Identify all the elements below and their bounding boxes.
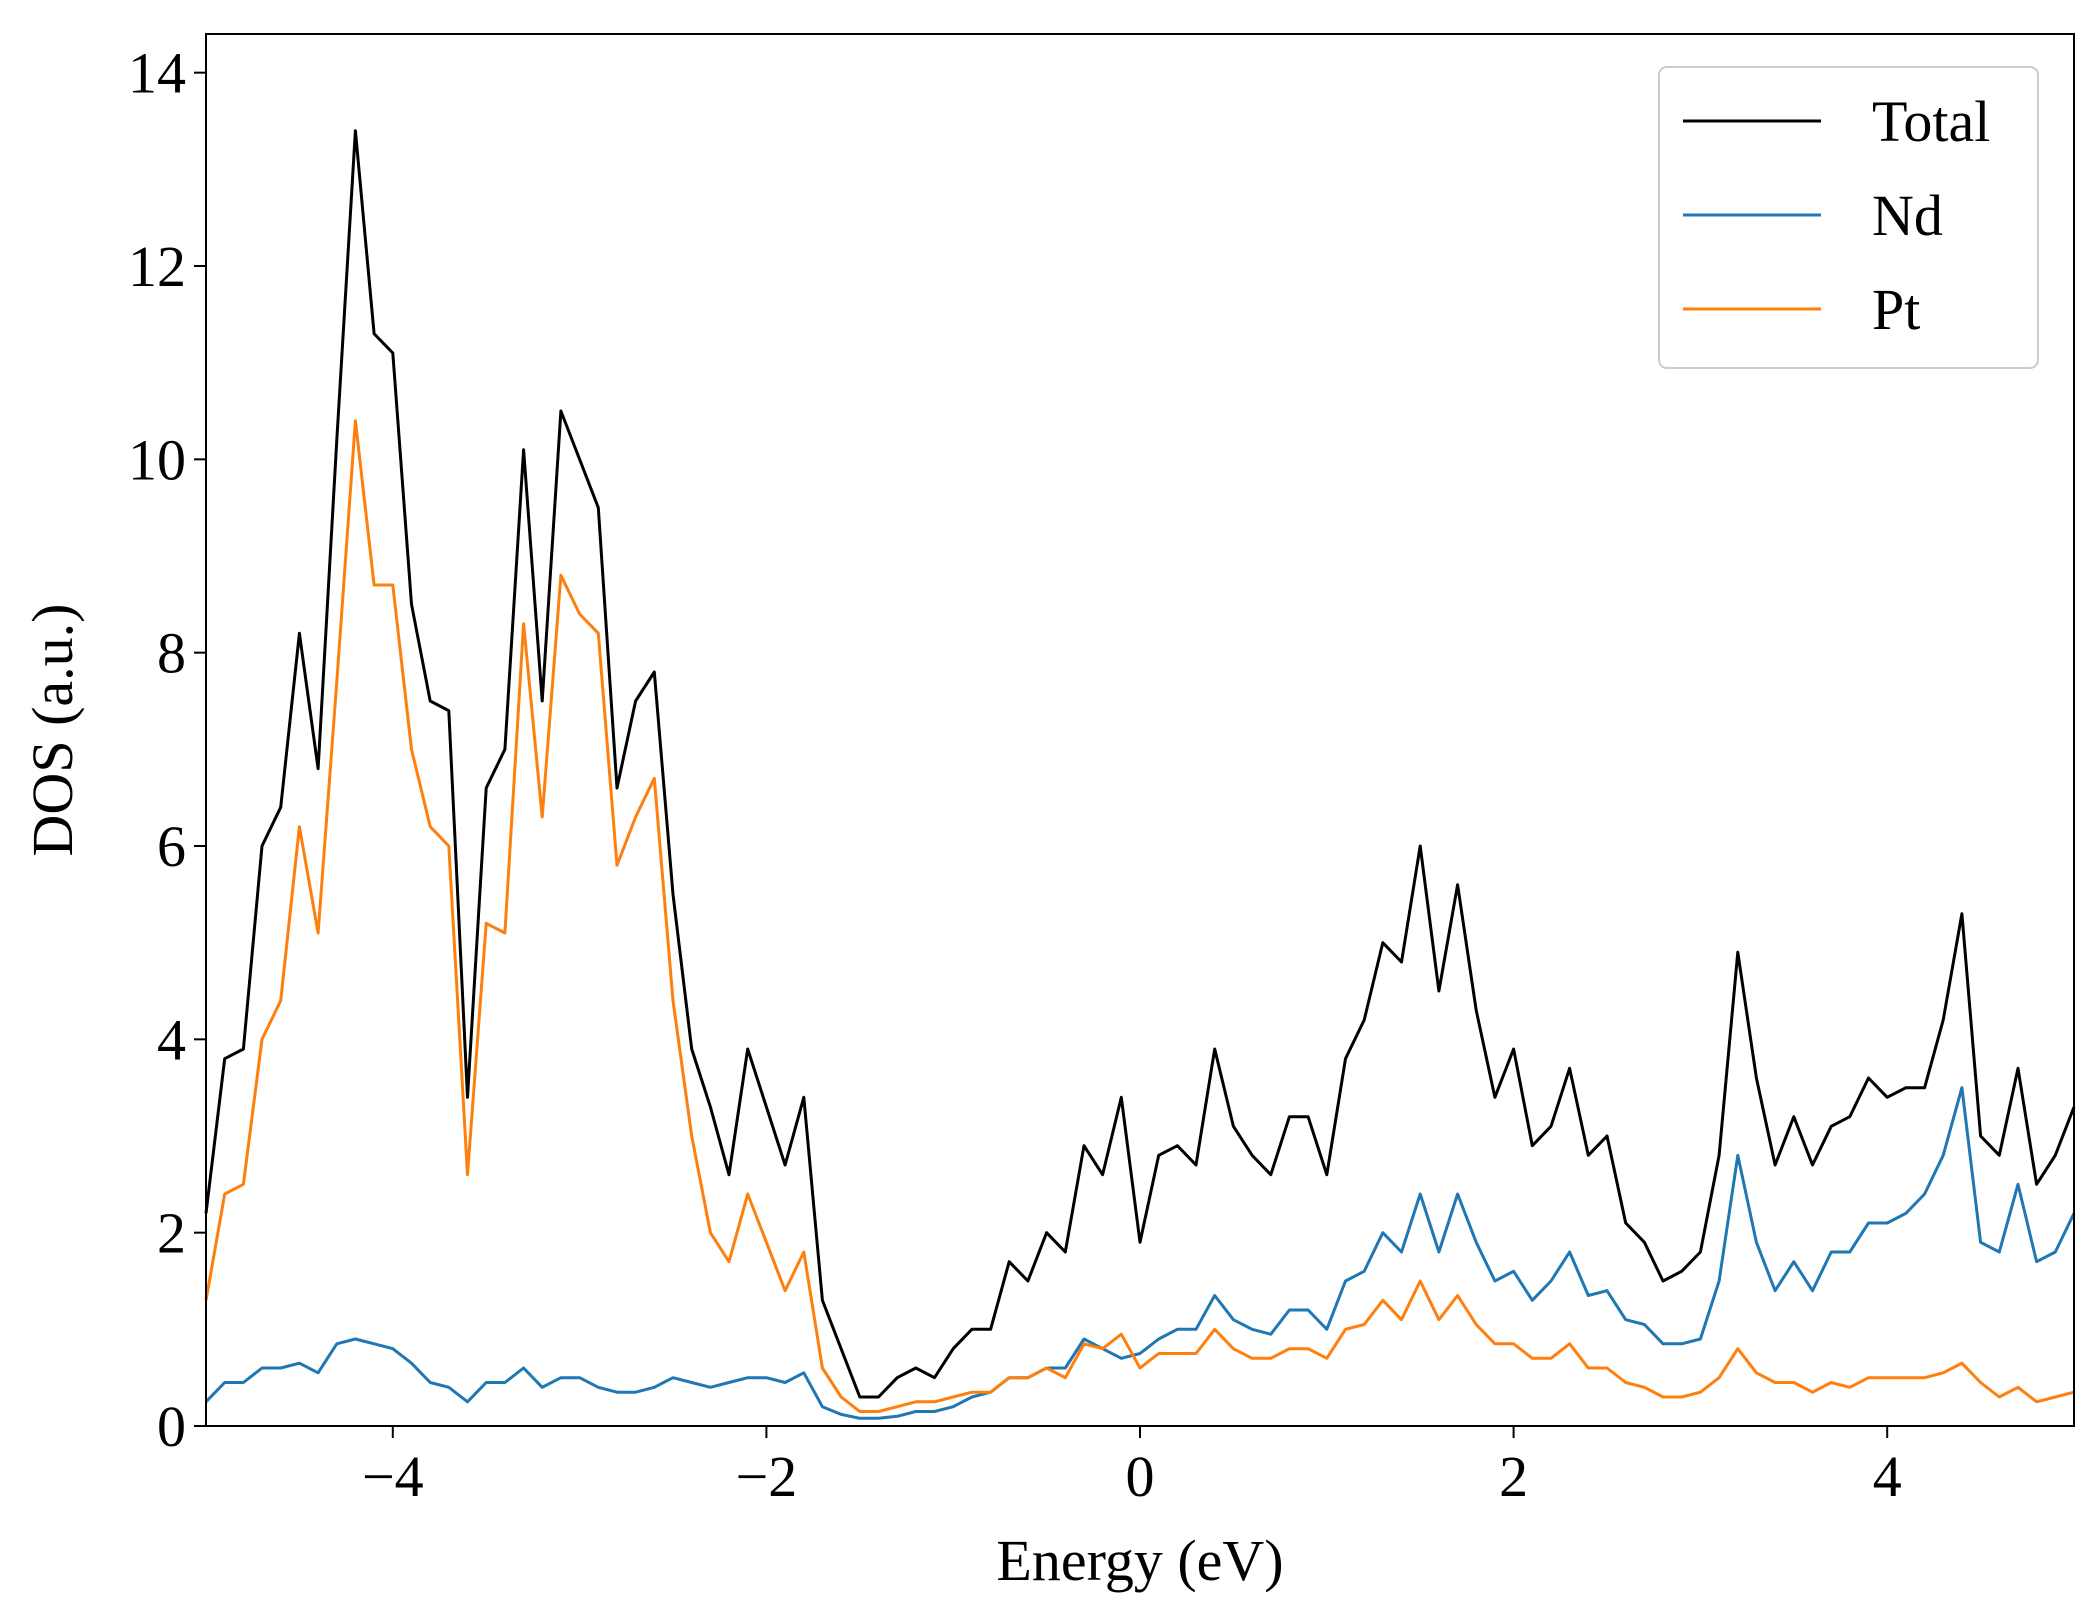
- legend-label: Pt: [1872, 277, 1920, 342]
- x-tick-label: 0: [1126, 1444, 1155, 1509]
- y-tick-label: 10: [128, 427, 186, 492]
- legend-label: Nd: [1872, 183, 1943, 248]
- y-tick-label: 8: [157, 621, 186, 686]
- plot-frame: [205, 33, 2075, 1427]
- series-line: [204, 419, 2075, 1413]
- y-tick-label: 4: [157, 1007, 186, 1072]
- y-tick-label: 12: [128, 234, 186, 299]
- x-tick-label: 2: [1499, 1444, 1528, 1509]
- x-tick-label: −4: [362, 1444, 424, 1509]
- x-tick-label: 4: [1873, 1444, 1902, 1509]
- legend-label: Total: [1872, 89, 1990, 154]
- y-tick-label: 0: [157, 1394, 186, 1459]
- y-tick-label: 6: [157, 814, 186, 879]
- x-axis-label: Energy (eV): [996, 1528, 1283, 1593]
- legend-box: [1658, 66, 2039, 369]
- y-tick-label: 2: [157, 1201, 186, 1266]
- x-tick-label: −2: [736, 1444, 798, 1509]
- series-line: [204, 129, 2076, 1399]
- y-tick-label: 14: [128, 41, 186, 106]
- series-line: [204, 1086, 2076, 1420]
- y-axis-label: DOS (a.u.): [20, 604, 85, 857]
